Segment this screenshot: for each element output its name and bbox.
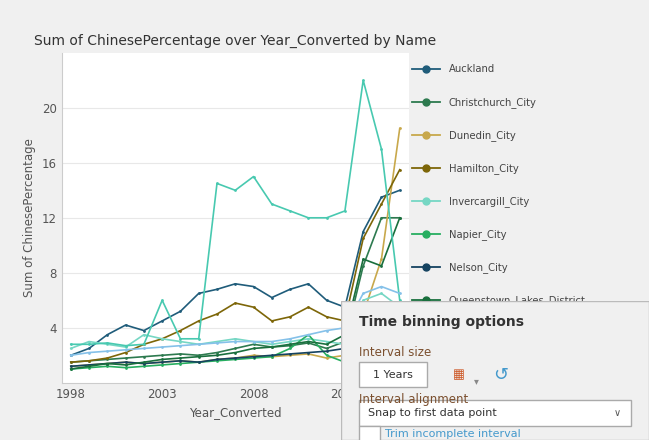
Text: Interval alignment: Interval alignment <box>360 393 469 406</box>
Text: ∨: ∨ <box>614 408 621 418</box>
Text: Queenstown_Lakes_District: Queenstown_Lakes_District <box>449 295 586 306</box>
Text: Hamilton_City: Hamilton_City <box>449 163 519 174</box>
Y-axis label: Sum of ChinesePercentage: Sum of ChinesePercentage <box>23 138 36 297</box>
FancyBboxPatch shape <box>341 301 649 440</box>
FancyBboxPatch shape <box>360 363 427 387</box>
Text: Trim incomplete interval: Trim incomplete interval <box>385 429 521 440</box>
Title: Sum of ChinesePercentage over Year_Converted by Name: Sum of ChinesePercentage over Year_Conve… <box>34 33 436 48</box>
FancyBboxPatch shape <box>360 426 380 440</box>
Text: Nelson_City: Nelson_City <box>449 262 508 273</box>
FancyBboxPatch shape <box>360 400 631 426</box>
Text: Auckland: Auckland <box>449 64 495 74</box>
X-axis label: Year_Converted: Year_Converted <box>189 406 282 419</box>
Text: Interval size: Interval size <box>360 346 432 359</box>
Text: Invercargill_City: Invercargill_City <box>449 196 529 207</box>
Text: Christchurch_City: Christchurch_City <box>449 97 537 108</box>
Text: 1 Years: 1 Years <box>373 370 413 380</box>
Text: ↺: ↺ <box>493 366 509 384</box>
Text: Napier_City: Napier_City <box>449 229 506 240</box>
Text: Rotorua_District: Rotorua_District <box>449 328 529 339</box>
Text: Dunedin_City: Dunedin_City <box>449 130 516 141</box>
Text: Time binning options: Time binning options <box>360 315 524 329</box>
Text: ▦: ▦ <box>452 368 465 381</box>
Text: ▾: ▾ <box>474 376 479 386</box>
Text: Snap to first data point: Snap to first data point <box>369 408 497 418</box>
Text: Wellington_City: Wellington_City <box>449 361 526 372</box>
